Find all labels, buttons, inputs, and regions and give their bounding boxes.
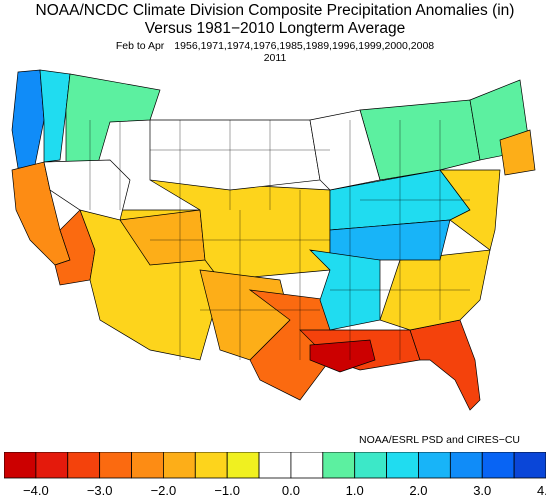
credit-text: NOAA/ESRL PSD and CIRES−CU [359, 434, 520, 446]
us-anomaly-map [11, 69, 536, 411]
colorbar-swatch [481, 452, 515, 479]
colorbar-swatch [35, 452, 69, 479]
colorbar-swatch [449, 452, 483, 479]
map-region-louisiana-coast [309, 339, 376, 373]
colorbar-tick-label: 3.0 [473, 483, 491, 498]
map-region-pacific-northwest-interior [39, 69, 71, 163]
colorbar-tick-label: −1.0 [214, 483, 240, 498]
colorbar-tick-label: 4.0 [537, 483, 546, 498]
colorbar-swatch [322, 452, 356, 479]
colorbar-swatch [513, 452, 546, 479]
map-region-mid-atlantic [439, 169, 501, 251]
title-line2: Versus 1981−2010 Longterm Average [144, 20, 406, 37]
colorbar-swatch [290, 452, 324, 479]
map-region-upper-midwest [309, 109, 381, 191]
map-region-northern-plains [149, 119, 321, 191]
map-region-florida [409, 319, 481, 411]
colorbar-swatch [386, 452, 419, 479]
colorbar-swatch [131, 452, 164, 479]
colorbar-swatch [418, 452, 451, 479]
map-region-northern-rockies [65, 73, 161, 171]
colorbar-swatch [4, 452, 37, 479]
title-line1: NOAA/NCDC Climate Division Composite Pre… [35, 2, 515, 19]
colorbar-swatch [67, 452, 101, 479]
colorbar-swatch [194, 452, 228, 479]
colorbar: −4.0 −3.0 −2.0 −1.0 0.0 1.0 2.0 3.0 4.0 [4, 452, 546, 498]
map-region-great-basin [43, 159, 131, 221]
map-region-pacific-northwest-coast [11, 69, 45, 171]
map-region-new-england-coast [499, 129, 536, 176]
colorbar-swatch [163, 452, 196, 479]
colorbar-swatch [258, 452, 292, 479]
colorbar-tick-label: −2.0 [151, 483, 177, 498]
period-line: Feb to Apr 1956,1971,1974,1976,1985,1989,… [0, 40, 550, 52]
title-block: NOAA/NCDC Climate Division Composite Pre… [0, 2, 550, 64]
colorbar-tick-label: −3.0 [87, 483, 113, 498]
colorbar-tick-label: −4.0 [23, 483, 49, 498]
colorbar-tick-label: 1.0 [346, 483, 364, 498]
composite-years-cont: 2011 [263, 52, 287, 64]
period-label: Feb to Apr [115, 40, 165, 52]
colorbar-swatch [99, 452, 132, 479]
colorbar-swatch [226, 452, 260, 479]
composite-years: 1956,1971,1974,1976,1985,1989,1996,1999,… [174, 40, 435, 52]
colorbar-tick-label: 2.0 [409, 483, 427, 498]
colorbar-swatch [354, 452, 387, 479]
map-region-great-lakes [359, 99, 481, 181]
colorbar-tick-label: 0.0 [282, 483, 300, 498]
